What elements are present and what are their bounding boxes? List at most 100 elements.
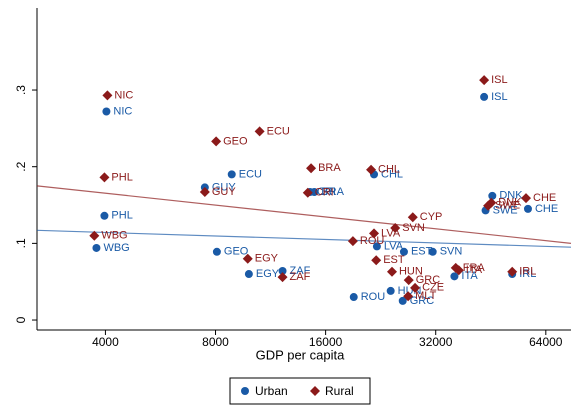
point: [254, 126, 265, 137]
point-label: CRI: [315, 187, 334, 199]
point: [398, 296, 407, 305]
point: [349, 293, 358, 302]
point-label: CHE: [535, 203, 558, 215]
point: [488, 191, 497, 200]
x-tick-label: 4000: [92, 335, 119, 349]
point-label: DNK: [499, 190, 523, 202]
y-tick-label: .2: [14, 161, 28, 171]
point-label: IRL: [519, 266, 536, 278]
point-label: LVA: [384, 240, 404, 252]
point-label: IRL: [519, 268, 536, 280]
point: [212, 247, 221, 256]
legend-label: Urban: [255, 384, 288, 398]
point-label: ROU: [361, 291, 386, 303]
point-label: SWE: [495, 200, 520, 212]
point-label: FRA: [463, 262, 486, 274]
point-label: ITA: [461, 270, 478, 282]
point-label: NIC: [113, 105, 132, 117]
point-label: MLT: [415, 290, 436, 302]
point-label: GEO: [224, 246, 249, 258]
point-label: BRA: [321, 186, 344, 198]
point-label: EST: [383, 254, 405, 266]
point: [507, 266, 518, 277]
y-tick-label: .1: [14, 238, 28, 248]
y-tick-label: 0: [14, 316, 28, 323]
point: [403, 275, 414, 286]
point-label: SVN: [402, 222, 425, 234]
legend-marker: [241, 387, 249, 395]
point-label: ECU: [239, 168, 262, 180]
legend-label: Rural: [325, 384, 354, 398]
point: [523, 204, 532, 213]
point-label: HUN: [399, 266, 423, 278]
point-label: WBG: [103, 242, 129, 254]
point: [403, 291, 414, 302]
point-label: PHL: [111, 171, 132, 183]
point: [242, 253, 253, 264]
point-label: ISL: [491, 91, 508, 103]
point: [386, 286, 395, 295]
point: [100, 211, 109, 220]
point-label: WBG: [101, 230, 127, 242]
x-tick-label: 32000: [419, 335, 453, 349]
point-label: EGY: [255, 253, 279, 265]
point-label: ECU: [267, 125, 290, 137]
y-tick-label: .3: [14, 85, 28, 95]
point-label: GUY: [212, 186, 237, 198]
point: [483, 200, 494, 211]
point: [102, 107, 111, 116]
point-label: GRC: [416, 274, 441, 286]
point-label: ITA: [466, 264, 483, 276]
point: [244, 270, 253, 279]
point: [277, 272, 288, 283]
point-label: GEO: [223, 135, 248, 147]
point-label: CZE: [422, 282, 444, 294]
point-label: SWE: [493, 204, 518, 216]
point: [347, 236, 358, 247]
x-tick-label: 8000: [202, 335, 229, 349]
legend-marker: [310, 386, 320, 396]
point-label: DNK: [498, 197, 522, 209]
point: [89, 230, 100, 241]
point-label: CHL: [378, 164, 400, 176]
x-axis-title: GDP per capita: [256, 347, 345, 362]
point-label: PHL: [111, 210, 132, 222]
point: [211, 136, 222, 147]
point-label: EST: [411, 246, 433, 258]
point: [399, 247, 408, 256]
point: [407, 212, 418, 223]
point-label: BRA: [318, 162, 341, 174]
point: [479, 75, 490, 86]
point-label: LVA: [381, 227, 401, 239]
point: [366, 164, 377, 175]
point-label: ISL: [491, 74, 508, 86]
point: [386, 266, 397, 277]
point: [453, 265, 464, 276]
point-label: CHL: [381, 168, 403, 180]
point-label: ZAF: [290, 271, 311, 283]
point: [372, 242, 381, 251]
point: [227, 170, 236, 179]
point: [521, 193, 532, 204]
point: [390, 223, 401, 234]
legend: [229, 377, 371, 405]
point: [480, 92, 489, 101]
point: [450, 272, 459, 281]
point-label: CHE: [533, 192, 556, 204]
point: [369, 228, 380, 239]
point: [410, 282, 421, 293]
point: [92, 243, 101, 252]
point: [99, 172, 110, 183]
point-label: ZAF: [290, 265, 311, 277]
point-label: GRC: [410, 295, 435, 307]
point: [102, 90, 113, 101]
point-label: CYP: [420, 211, 443, 223]
point-label: ROU: [360, 235, 385, 247]
point: [199, 187, 210, 197]
point: [428, 247, 437, 256]
point-label: CRI: [317, 186, 336, 198]
point: [371, 255, 382, 266]
x-tick-label: 16000: [309, 335, 343, 349]
fit-line: [36, 185, 572, 244]
